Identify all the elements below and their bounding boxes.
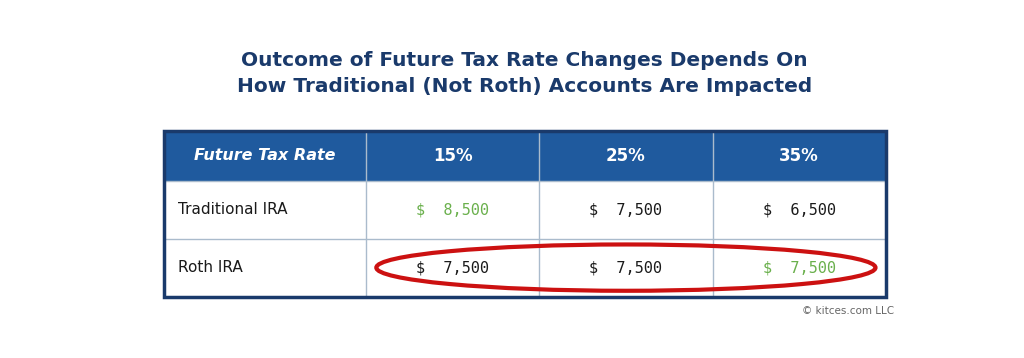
Text: $  7,500: $ 7,500 bbox=[416, 260, 489, 275]
Text: Future Tax Rate: Future Tax Rate bbox=[195, 149, 336, 164]
Text: $  7,500: $ 7,500 bbox=[763, 260, 836, 275]
Text: © kitces.com LLC: © kitces.com LLC bbox=[802, 306, 894, 316]
Text: $  7,500: $ 7,500 bbox=[590, 260, 663, 275]
Text: $  8,500: $ 8,500 bbox=[416, 202, 489, 217]
Text: Outcome of Future Tax Rate Changes Depends On
How Traditional (Not Roth) Account: Outcome of Future Tax Rate Changes Depen… bbox=[238, 51, 812, 96]
Text: Roth IRA: Roth IRA bbox=[178, 260, 243, 275]
Bar bbox=[164, 239, 886, 296]
Bar bbox=[164, 131, 886, 181]
Text: 25%: 25% bbox=[606, 147, 646, 165]
Text: 35%: 35% bbox=[779, 147, 819, 165]
Text: 15%: 15% bbox=[433, 147, 472, 165]
Bar bbox=[164, 181, 886, 239]
Text: $  6,500: $ 6,500 bbox=[763, 202, 836, 217]
Text: Traditional IRA: Traditional IRA bbox=[178, 202, 288, 217]
Bar bbox=[164, 131, 886, 296]
Text: $  7,500: $ 7,500 bbox=[590, 202, 663, 217]
